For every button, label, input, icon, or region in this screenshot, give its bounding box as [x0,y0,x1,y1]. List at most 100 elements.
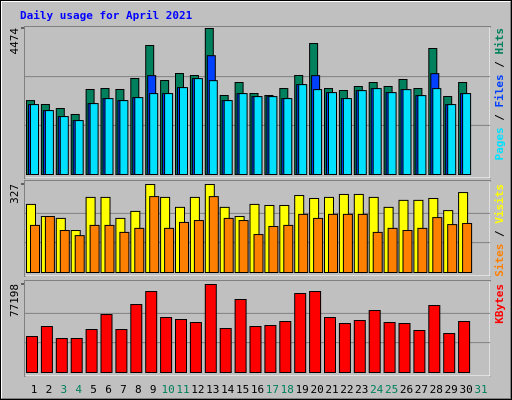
bar [253,96,263,175]
bar [387,227,398,274]
bar [134,227,145,274]
x-tick-label: 6 [105,383,112,396]
bar [428,305,441,374]
bar [70,338,83,373]
bar [164,227,175,274]
bar [179,87,188,175]
bar [59,230,70,273]
legend-entry: Visits [493,184,506,224]
bar [387,92,397,175]
x-tick-label: 30 [459,383,472,396]
bar [208,80,218,175]
y-tick-label: 327 [8,184,21,204]
x-tick-label: 5 [90,383,97,396]
legend: KBytes [493,284,506,324]
bar [149,196,160,273]
bar [223,100,233,175]
x-tick-label: 3 [60,383,67,396]
x-tick-label: 20 [310,383,323,396]
legend-separator: / [493,108,506,128]
bar [238,220,249,273]
bar [342,98,352,175]
bar [175,319,187,374]
x-tick-label: 23 [355,383,368,396]
bar [40,326,53,374]
x-tick-label: 9 [150,383,157,396]
x-tick-label: 8 [135,383,142,396]
bar [443,333,456,373]
legend: Pages / Files / Hits [493,28,506,161]
bar [234,299,247,374]
bar [115,329,128,374]
bar [134,97,144,175]
x-tick-label: 11 [176,383,189,396]
bar [447,104,457,175]
bar [432,217,443,274]
bar [30,104,39,175]
bar [104,224,115,273]
bar [313,89,323,175]
bar [383,322,396,374]
bar [130,304,143,373]
x-tick-label: 10 [161,383,174,396]
bar [30,224,40,273]
bar [372,88,382,175]
bar [264,325,277,374]
x-tick-label: 31 [474,383,487,396]
bar [26,336,38,373]
bar [164,93,174,175]
legend-entry: Sites [493,244,506,277]
bar [44,110,54,176]
bar [398,323,411,374]
bar [268,225,279,273]
legend-separator: / [493,224,506,244]
legend-entry: Hits [493,28,506,55]
bar [338,323,351,374]
x-tick-label: 14 [221,383,235,396]
x-tick-label: 29 [445,383,458,396]
panel-bevel [25,27,491,179]
y-tick-label: 77198 [8,284,21,317]
legend-entry: KBytes [493,284,506,324]
bar [432,88,442,175]
bar [44,216,55,273]
bar [413,330,426,373]
legend-entry: Pages [493,127,506,160]
bar [402,230,413,273]
x-tick-label: 18 [281,383,294,396]
bar [208,196,219,273]
bar [298,84,308,175]
bar [402,89,412,175]
bar [104,98,114,175]
x-tick-label: 25 [385,383,398,396]
bar [328,213,338,274]
bar [253,234,264,273]
bar [223,217,234,274]
legend: Sites / Visits [493,184,506,277]
x-tick-label: 1 [31,383,38,396]
bar [462,223,473,273]
bar [100,314,113,374]
bar [417,95,427,175]
bar [89,103,99,175]
x-tick-label: 4 [75,383,82,396]
bar [283,98,293,175]
bar [74,235,85,273]
bar [179,221,189,274]
bar [204,284,217,373]
bar [219,328,232,374]
x-tick-label: 26 [400,383,413,396]
bar [85,329,98,374]
x-tick-label: 2 [46,383,53,396]
bar [74,120,84,176]
x-tick-label: 16 [251,383,264,396]
bar [342,213,353,274]
bar [283,224,294,273]
bar [353,320,366,374]
bar [268,96,278,175]
bar [458,321,471,373]
chart-title: Daily usage for April 2021 [20,9,193,22]
bar [447,224,458,273]
bar [368,310,381,373]
